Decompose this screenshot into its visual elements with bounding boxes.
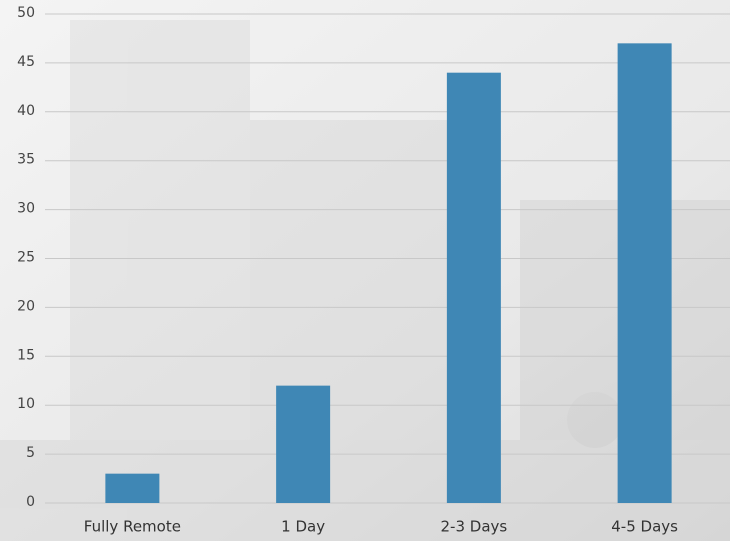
bar	[105, 473, 160, 503]
y-tick-label: 0	[26, 494, 35, 510]
bar	[276, 385, 331, 503]
y-tick-label: 50	[17, 5, 35, 21]
y-tick-label: 5	[26, 445, 35, 461]
y-tick-label: 40	[17, 103, 35, 119]
y-tick-label: 35	[17, 152, 35, 168]
x-tick-label: 4-5 Days	[611, 518, 678, 536]
x-tick-label: 1 Day	[281, 518, 325, 536]
y-tick-label: 30	[17, 201, 35, 217]
y-tick-label: 25	[17, 250, 35, 266]
y-tick-label: 10	[17, 396, 35, 412]
x-tick-label: Fully Remote	[84, 518, 181, 536]
y-tick-label: 45	[17, 54, 35, 70]
bar	[617, 43, 672, 504]
y-tick-label: 20	[17, 298, 35, 314]
bar	[446, 72, 501, 504]
y-tick-label: 15	[17, 347, 35, 363]
x-tick-label: 2-3 Days	[441, 518, 508, 536]
